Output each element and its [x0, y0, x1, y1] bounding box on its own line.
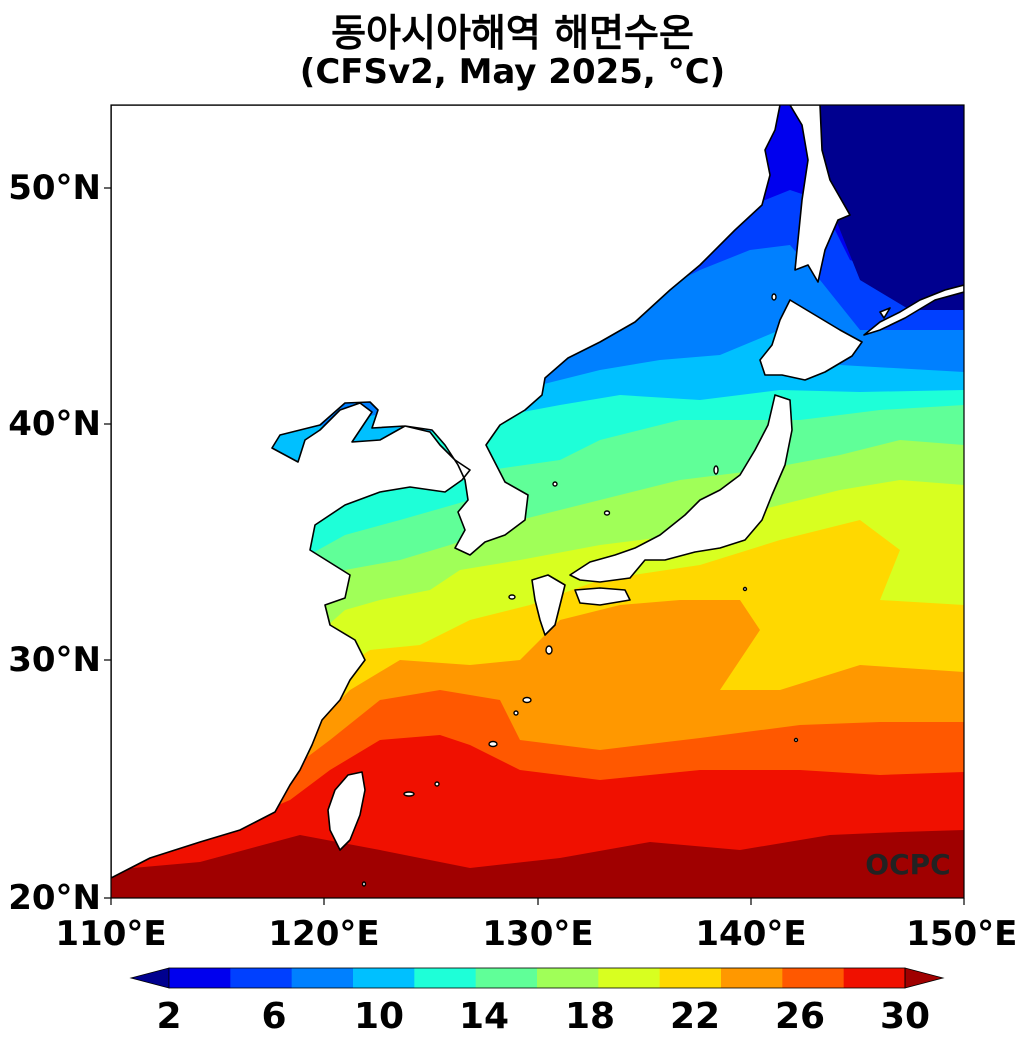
- continent-land: [111, 105, 781, 879]
- colorbar-segment: [598, 968, 661, 988]
- taiwan-island: [327, 771, 366, 851]
- island: [522, 696, 532, 704]
- colorbar-label: 26: [774, 996, 826, 1037]
- colorbar-label: 6: [261, 996, 287, 1037]
- colorbar-segment: [843, 968, 906, 988]
- colorbar-segment: [353, 968, 415, 988]
- colorbar: [129, 967, 945, 989]
- colorbar-label: 30: [879, 996, 931, 1037]
- small-islands: [361, 293, 799, 887]
- island: [488, 740, 498, 748]
- colorbar-label: 2: [156, 996, 182, 1037]
- colorbar-label: 18: [564, 996, 616, 1037]
- map-title: 동아시아해역 해면수온: [331, 11, 694, 55]
- colorbar-segment: [291, 968, 354, 988]
- colorbar-segment: [230, 968, 293, 988]
- sakhalin-island: [789, 105, 851, 283]
- land: [111, 105, 964, 879]
- sst-field: [111, 105, 964, 898]
- shikoku-island: [574, 587, 631, 606]
- kyushu-island: [531, 574, 566, 636]
- map-subtitle: (CFSv2, May 2025, °C): [299, 52, 726, 92]
- y-tick-label-50n: 50°N: [8, 168, 101, 208]
- island: [713, 465, 719, 475]
- colorbar-segment: [169, 968, 231, 988]
- x-tick-label-110e: 110°E: [55, 914, 167, 954]
- colorbar-label: 14: [458, 996, 510, 1037]
- colorbar-label: 10: [353, 996, 405, 1037]
- island: [403, 791, 415, 797]
- y-tick-label-40n: 40°N: [8, 404, 101, 444]
- island: [434, 781, 440, 787]
- colorbar-segment: [782, 968, 845, 988]
- island: [793, 737, 799, 743]
- kamchatka-kuril-land: [863, 284, 964, 336]
- x-tick-label-150e: 150°E: [906, 914, 1018, 954]
- island: [545, 645, 553, 655]
- y-tick-label-30n: 30°N: [8, 640, 101, 680]
- colorbar-segment: [721, 968, 783, 988]
- colorbar-segment: [414, 968, 477, 988]
- ocpc-watermark: OCPC: [865, 848, 950, 881]
- colorbar-extend-low: [129, 967, 170, 989]
- colorbar-segment: [475, 968, 538, 988]
- kuril-fragment: [879, 307, 891, 319]
- axis-ticks: [104, 187, 965, 905]
- colorbar-extend-high: [904, 967, 945, 989]
- colorbar-frame: [168, 967, 906, 989]
- island: [552, 481, 558, 487]
- sst-band-2-4: [800, 105, 964, 310]
- x-tick-label-130e: 130°E: [482, 914, 594, 954]
- island: [508, 594, 516, 600]
- x-tick-label-140e: 140°E: [695, 914, 807, 954]
- island: [513, 710, 519, 716]
- island: [603, 510, 611, 516]
- colorbar-segment: [659, 968, 722, 988]
- island: [742, 586, 748, 592]
- hokkaido-island: [759, 299, 863, 381]
- x-tick-label-120e: 120°E: [268, 914, 380, 954]
- colorbar-segment: [537, 968, 599, 988]
- colorbar-label: 22: [669, 996, 721, 1037]
- island: [771, 293, 777, 301]
- y-tick-label-20n: 20°N: [8, 878, 101, 918]
- island: [361, 881, 367, 887]
- honshu-island: [569, 394, 793, 583]
